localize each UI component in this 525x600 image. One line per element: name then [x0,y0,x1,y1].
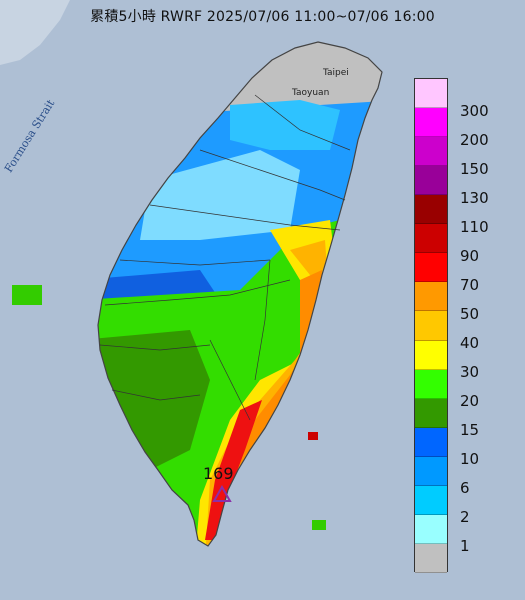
legend-swatch [415,398,447,428]
legend-label: 130 [460,188,489,207]
penghu-islands [12,285,42,305]
legend-swatch [415,456,447,486]
legend-label: 15 [460,421,480,440]
legend-label: 50 [460,304,480,323]
legend-swatch [415,427,447,457]
city-label-taoyuan: Taoyuan [292,88,330,98]
max-rain-value: 169 [203,464,234,483]
legend-swatch [415,224,447,254]
legend-swatch [415,485,447,515]
green-island [308,432,318,440]
rain-2-area-north [230,100,340,150]
legend-color-bar [414,78,448,573]
county-boundaries [99,94,351,421]
taiwan-coastline [97,41,383,547]
legend-label: 300 [460,101,489,120]
legend-labels: 300 200 150 130 110 90 70 50 40 30 20 15 10 6 2 1 [460,78,520,572]
legend-label: 1 [460,537,470,556]
map-title: 累積5小時 RWRF 2025/07/06 11:00~07/06 16:00 [90,9,435,25]
legend-label: 40 [460,334,480,352]
legend-swatch [415,514,447,544]
legend-label: 6 [460,479,470,498]
legend-swatch [415,369,447,399]
legend-swatch [415,340,447,370]
legend-swatch [415,137,447,167]
city-label-taipei: Taipei [323,68,349,78]
legend-swatch [415,282,447,312]
legend-swatch [415,253,447,283]
legend-label: 110 [460,217,489,236]
legend-swatch [415,311,447,341]
legend-label: 150 [460,159,489,178]
rain-2-area [140,150,300,240]
max-rain-triangle-icon [212,484,232,502]
orchid-island [312,520,326,530]
legend-swatch [415,108,447,138]
legend-swatch [415,543,447,573]
mainland-coast [0,0,70,65]
legend-label: 90 [460,246,480,265]
legend-label: 70 [460,275,480,294]
legend-label: 30 [460,363,480,382]
legend-label: 20 [460,392,480,411]
legend-label: 10 [460,450,480,469]
legend-swatch [415,166,447,196]
legend-swatch [415,195,447,225]
legend-swatch [415,79,447,109]
legend-label: 2 [460,508,470,527]
legend-label: 200 [460,130,489,149]
rain-70-area [205,400,262,540]
